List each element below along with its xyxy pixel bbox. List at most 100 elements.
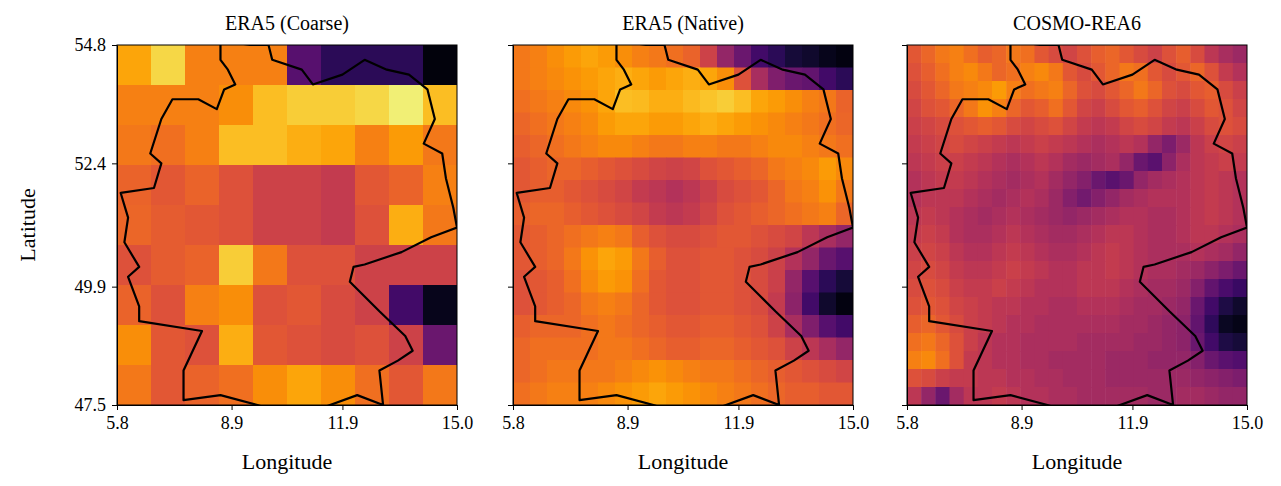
heat-cell [1148, 315, 1163, 334]
heat-cell [717, 270, 735, 293]
heat-cell [717, 360, 735, 383]
heat-cell [1105, 279, 1120, 298]
heat-cell [768, 135, 786, 158]
heat-cell [978, 279, 993, 298]
heat-cell [530, 90, 548, 113]
heat-cell [151, 205, 186, 246]
heat-cell [321, 285, 356, 326]
y-tick-mark [508, 287, 513, 288]
heat-cell [1205, 261, 1220, 280]
heat-cell [1105, 333, 1120, 352]
heat-cell [530, 293, 548, 316]
heat-cell [355, 125, 390, 166]
heat-cell [978, 63, 993, 82]
heat-cell [1020, 153, 1035, 172]
heat-cell [1148, 225, 1163, 244]
y-tick: 52.4 [75, 154, 118, 174]
heat-cell [1176, 99, 1191, 118]
heat-cell [1063, 189, 1078, 208]
heat-cell [581, 203, 599, 226]
heat-cell [1063, 387, 1078, 405]
heat-cell [185, 85, 220, 126]
y-tick [508, 287, 513, 288]
heat-cell [219, 205, 254, 246]
heat-cell [219, 325, 254, 366]
heat-cell [1105, 117, 1120, 136]
heat-cell [717, 158, 735, 181]
heat-cell [1091, 387, 1106, 405]
heat-cell [547, 45, 565, 68]
heat-cell [992, 207, 1007, 226]
y-tick-mark [508, 45, 513, 46]
heat-cell [964, 279, 979, 298]
heat-cell [836, 293, 853, 316]
heat-cell [1049, 135, 1064, 154]
heat-cell [921, 153, 936, 172]
heat-cell [615, 158, 633, 181]
heat-cell [1148, 333, 1163, 352]
heat-cell [1148, 351, 1163, 370]
heat-cell [530, 248, 548, 271]
figure: 5.88.911.915.047.549.952.454.8ERA5 (Coar… [0, 0, 1281, 486]
heat-cell [751, 338, 769, 361]
country-border [517, 45, 853, 405]
heat-cell [1077, 45, 1092, 64]
heat-cell [921, 81, 936, 100]
heat-cell [907, 63, 922, 82]
heat-cell [1105, 387, 1120, 405]
heat-cell [1190, 261, 1205, 280]
plot-frame [513, 45, 853, 405]
heat-cell [751, 68, 769, 91]
heat-cell [700, 225, 718, 248]
heat-cell [700, 248, 718, 271]
heat-cell [785, 293, 803, 316]
y-axis: 47.549.952.454.8 [75, 35, 118, 415]
heat-cell [717, 383, 735, 406]
heat-cell [935, 387, 950, 405]
y-axis [902, 46, 908, 406]
heat-cell [1020, 99, 1035, 118]
x-tick: 8.9 [221, 405, 244, 433]
heat-cell [1162, 225, 1177, 244]
heat-cell [1006, 189, 1021, 208]
heat-cell [1205, 279, 1220, 298]
heat-cell [389, 285, 424, 326]
heat-cell [1077, 351, 1092, 370]
heat-cell [683, 158, 701, 181]
heat-cell [950, 225, 965, 244]
heat-cell [935, 99, 950, 118]
heat-cell [802, 360, 820, 383]
heat-cell [547, 293, 565, 316]
heat-cell [1190, 99, 1205, 118]
heat-cell [717, 90, 735, 113]
heat-cell [1077, 297, 1092, 316]
heat-cell [287, 365, 322, 405]
heat-cell [921, 351, 936, 370]
heat-cell [513, 383, 531, 406]
heat-cell [1134, 45, 1149, 64]
heat-cell [935, 369, 950, 388]
heat-cell [964, 261, 979, 280]
panel-title: ERA5 (Native) [622, 12, 744, 35]
heat-cell [1162, 189, 1177, 208]
heat-cell [907, 171, 922, 190]
panel: 5.88.911.915.0COSMO-REA6Longitude [896, 12, 1263, 474]
heat-cell [819, 360, 837, 383]
x-tick-label: 11.9 [724, 413, 755, 433]
heat-cell [1006, 243, 1021, 262]
heat-cell [802, 113, 820, 136]
heat-cell [1162, 315, 1177, 334]
heat-cell [1134, 297, 1149, 316]
heat-cell [1148, 279, 1163, 298]
heat-cell [950, 63, 965, 82]
heat-cell [1105, 45, 1120, 64]
heat-cell [1063, 297, 1078, 316]
heat-cell [321, 205, 356, 246]
heat-cell [717, 113, 735, 136]
heat-cell [287, 45, 322, 86]
heat-cell [649, 383, 667, 406]
heat-cell [649, 203, 667, 226]
heat-cell [117, 125, 152, 166]
heat-cell [907, 81, 922, 100]
heat-cell [907, 135, 922, 154]
